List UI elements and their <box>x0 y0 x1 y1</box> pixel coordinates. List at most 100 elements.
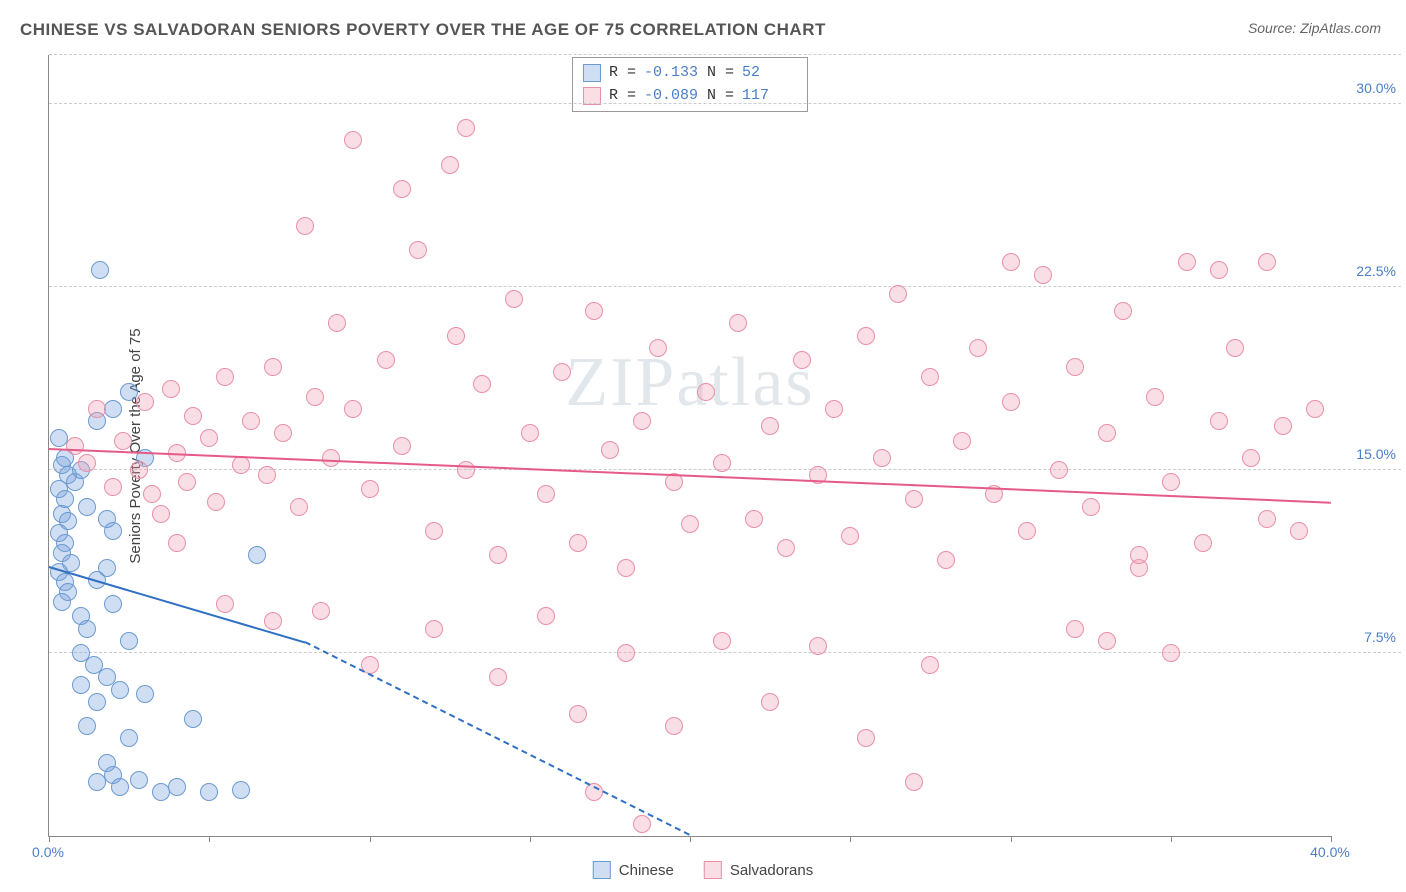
data-point <box>953 432 971 450</box>
watermark-text: ZIPatlas <box>565 343 814 423</box>
data-point <box>569 705 587 723</box>
data-point <box>1242 449 1260 467</box>
data-point <box>1290 522 1308 540</box>
data-point <box>232 781 250 799</box>
data-point <box>264 612 282 630</box>
swatch-chinese <box>583 64 601 82</box>
data-point <box>306 388 324 406</box>
data-point <box>649 339 667 357</box>
data-point <box>1066 358 1084 376</box>
data-point <box>1210 412 1228 430</box>
data-point <box>120 729 138 747</box>
r-value-chinese: -0.133 <box>644 62 699 85</box>
data-point <box>1002 393 1020 411</box>
data-point <box>104 478 122 496</box>
data-point <box>969 339 987 357</box>
data-point <box>1146 388 1164 406</box>
data-point <box>457 119 475 137</box>
data-point <box>665 717 683 735</box>
data-point <box>1306 400 1324 418</box>
data-point <box>98 510 116 528</box>
data-point <box>489 546 507 564</box>
r-label: R = <box>609 62 636 85</box>
data-point <box>88 693 106 711</box>
data-point <box>290 498 308 516</box>
y-tick-label: 15.0% <box>1356 446 1396 462</box>
data-point <box>425 522 443 540</box>
data-point <box>130 771 148 789</box>
series-legend: Chinese Salvadorans <box>593 861 813 879</box>
data-point <box>921 656 939 674</box>
data-point <box>1018 522 1036 540</box>
data-point <box>889 285 907 303</box>
data-point <box>473 375 491 393</box>
data-point <box>344 400 362 418</box>
x-tick <box>850 836 851 842</box>
data-point <box>505 290 523 308</box>
data-point <box>168 778 186 796</box>
legend-label-chinese: Chinese <box>619 862 674 879</box>
data-point <box>274 424 292 442</box>
data-point <box>1082 498 1100 516</box>
data-point <box>1034 266 1052 284</box>
data-point <box>377 351 395 369</box>
n-value-chinese: 52 <box>742 62 797 85</box>
source-attribution: Source: ZipAtlas.com <box>1248 20 1381 36</box>
data-point <box>825 400 843 418</box>
data-point <box>78 620 96 638</box>
scatter-plot-area: ZIPatlas R = -0.133 N = 52 R = -0.089 N … <box>48 55 1331 837</box>
data-point <box>777 539 795 557</box>
data-point <box>553 363 571 381</box>
data-point <box>143 485 161 503</box>
x-tick <box>49 836 50 842</box>
data-point <box>322 449 340 467</box>
data-point <box>393 180 411 198</box>
gridline <box>49 54 1401 55</box>
data-point <box>601 441 619 459</box>
data-point <box>841 527 859 545</box>
gridline <box>49 652 1401 653</box>
data-point <box>713 454 731 472</box>
data-point <box>1002 253 1020 271</box>
data-point <box>793 351 811 369</box>
n-label: N = <box>707 62 734 85</box>
data-point <box>745 510 763 528</box>
data-point <box>1258 253 1276 271</box>
data-point <box>111 681 129 699</box>
data-point <box>1098 632 1116 650</box>
y-tick-label: 7.5% <box>1364 629 1396 645</box>
x-tick <box>690 836 691 842</box>
data-point <box>53 593 71 611</box>
data-point <box>66 437 84 455</box>
data-point <box>809 637 827 655</box>
data-point <box>697 383 715 401</box>
data-point <box>1162 644 1180 662</box>
data-point <box>393 437 411 455</box>
x-tick <box>1171 836 1172 842</box>
data-point <box>72 676 90 694</box>
data-point <box>729 314 747 332</box>
data-point <box>1178 253 1196 271</box>
data-point <box>633 412 651 430</box>
data-point <box>1274 417 1292 435</box>
data-point <box>88 400 106 418</box>
data-point <box>78 717 96 735</box>
x-tick-label: 0.0% <box>32 844 64 860</box>
data-point <box>457 461 475 479</box>
data-point <box>162 380 180 398</box>
data-point <box>136 685 154 703</box>
data-point <box>184 407 202 425</box>
data-point <box>537 485 555 503</box>
gridline <box>49 103 1401 104</box>
data-point <box>1210 261 1228 279</box>
data-point <box>761 693 779 711</box>
data-point <box>91 261 109 279</box>
data-point <box>242 412 260 430</box>
data-point <box>216 595 234 613</box>
data-point <box>585 302 603 320</box>
legend-label-salvadorans: Salvadorans <box>730 862 813 879</box>
data-point <box>681 515 699 533</box>
legend-item-salvadorans: Salvadorans <box>704 861 813 879</box>
data-point <box>1194 534 1212 552</box>
stats-row-chinese: R = -0.133 N = 52 <box>583 62 797 85</box>
